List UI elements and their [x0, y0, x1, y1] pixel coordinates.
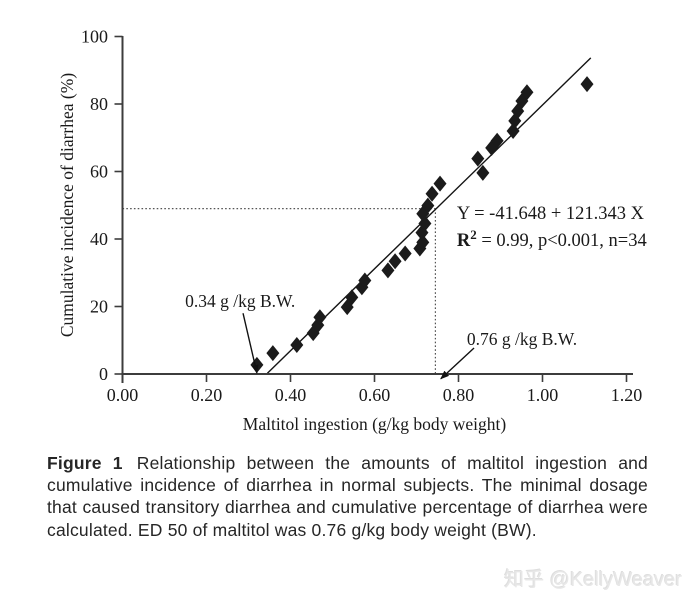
y-tick-label: 60: [90, 162, 108, 182]
data-point: [398, 245, 412, 262]
scatter-chart: 0.00 0.20 0.40 0.60 0.80 1.00 1.20 0 20 40 60 80 100…: [57, 27, 647, 435]
data-point: [580, 76, 594, 93]
x-tick-label: 1.20: [611, 385, 643, 405]
y-tick-label: 80: [90, 94, 108, 114]
watermark: 知乎 @KellyWeaver: [504, 569, 682, 591]
x-axis-title: Maltitol ingestion (g/kg body weight): [243, 414, 507, 434]
annotation-arrow-034: [242, 313, 259, 374]
data-point: [421, 197, 435, 214]
x-tick-label: 0.80: [443, 385, 475, 405]
data-point: [490, 132, 504, 149]
data-point: [266, 345, 280, 362]
data-point: [290, 336, 304, 353]
annotation-label-076: 0.76 g /kg B.W.: [467, 329, 577, 349]
data-point: [381, 262, 395, 279]
y-tick-label: 0: [99, 364, 108, 384]
data-point: [416, 234, 430, 251]
y-tick-label: 40: [90, 229, 108, 249]
regression-equation: Y = -41.648 + 121.343 X: [457, 204, 645, 224]
figure-caption-label: Figure 1: [47, 453, 123, 473]
data-point: [506, 123, 520, 139]
data-point: [471, 150, 485, 167]
figure-caption-text: Relationship between the amounts of malt…: [47, 453, 648, 540]
data-point: [388, 253, 402, 270]
annotation-arrow-076: [440, 347, 475, 380]
data-point: [425, 185, 439, 202]
data-point: [476, 164, 490, 181]
x-tick-label: 1.00: [527, 385, 559, 405]
data-point: [313, 309, 327, 326]
figure-caption: Figure 1 Relationship between the amounts…: [47, 452, 648, 541]
data-point: [345, 289, 359, 306]
x-tick-label: 0.20: [191, 385, 223, 405]
y-axis-title: Cumulative incidence of diarrhea (%): [57, 73, 77, 338]
data-point: [433, 175, 447, 192]
regression-stats: R2 = 0.99, p<0.001, n=34: [457, 227, 647, 251]
x-tick-label: 0.40: [275, 385, 307, 405]
x-tick-label: 0.00: [107, 385, 139, 405]
x-tick-label: 0.60: [359, 385, 391, 405]
data-point: [520, 84, 534, 101]
y-tick-label: 20: [90, 297, 108, 317]
annotation-label-034: 0.34 g /kg B.W.: [185, 291, 295, 311]
data-point: [358, 272, 372, 289]
y-tick-label: 100: [81, 27, 108, 47]
